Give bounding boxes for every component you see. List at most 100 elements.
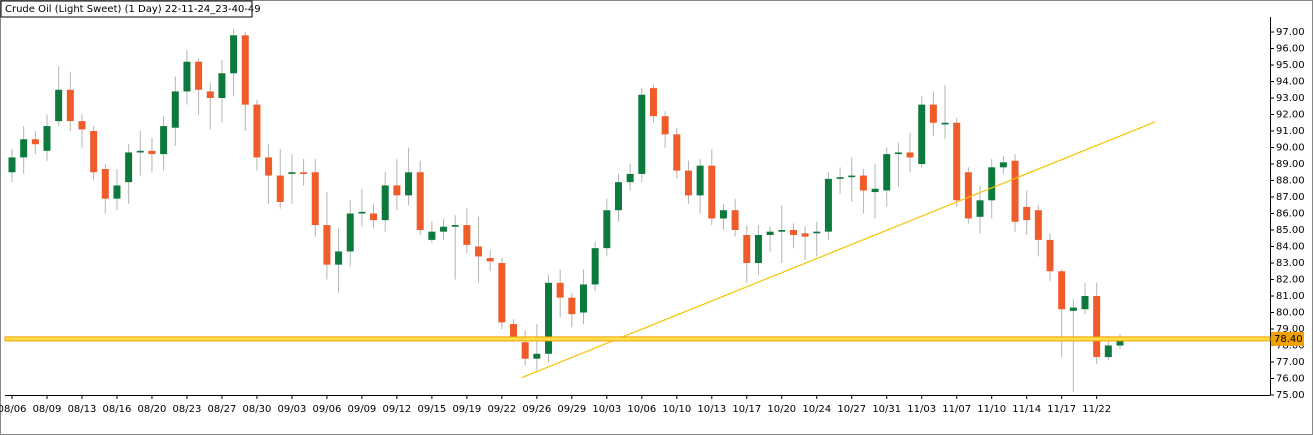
candle-body: [603, 210, 611, 249]
candle-body: [568, 297, 576, 315]
candle-body: [311, 172, 319, 226]
candle-body: [976, 200, 984, 217]
price-label: 78.40: [1274, 334, 1303, 345]
candle-body: [696, 165, 704, 196]
y-tick-label: 78.00: [1276, 341, 1305, 352]
candle-body: [160, 126, 168, 155]
candle-body: [824, 178, 832, 232]
candle-body: [43, 126, 51, 151]
x-tick-label: 08/09: [33, 404, 62, 415]
candle-body: [533, 353, 541, 359]
candle-body: [55, 89, 63, 122]
y-tick-label: 79.00: [1276, 324, 1305, 335]
y-tick-label: 85.00: [1276, 225, 1305, 236]
x-tick-label: 08/13: [68, 404, 97, 415]
candle-body: [20, 139, 28, 158]
candle-body: [370, 213, 378, 221]
candle-body: [918, 104, 926, 165]
candle-body: [999, 162, 1007, 168]
candle-body: [813, 231, 821, 234]
candle-body: [1081, 296, 1089, 310]
candle-body: [241, 35, 249, 105]
candle-body: [136, 150, 144, 153]
candle-body: [8, 157, 16, 173]
candle-body: [661, 116, 669, 135]
candle-body: [1046, 239, 1054, 272]
candle-body: [754, 234, 762, 264]
x-tick-label: 11/17: [1047, 404, 1076, 415]
candle-body: [859, 175, 867, 191]
candle-body: [428, 231, 436, 240]
candle-body: [848, 175, 856, 178]
y-tick-label: 80.00: [1276, 308, 1305, 319]
x-tick-label: 10/03: [592, 404, 621, 415]
x-tick-label: 08/20: [138, 404, 167, 415]
x-tick-label: 09/03: [278, 404, 307, 415]
candle-body: [335, 251, 343, 265]
x-tick-label: 10/31: [872, 404, 901, 415]
candle-body: [778, 230, 786, 232]
x-tick-label: 10/13: [697, 404, 726, 415]
candle-body: [90, 131, 98, 173]
candle-body: [941, 122, 949, 125]
candle-body: [358, 211, 366, 214]
candle-body: [510, 324, 518, 339]
chart-title: Crude Oil (Light Sweet) (1 Day) 22-11-24…: [5, 4, 261, 15]
candle-body: [148, 150, 156, 155]
x-tick-label: 09/06: [312, 404, 341, 415]
y-tick-label: 88.00: [1276, 176, 1305, 187]
candle-body: [614, 182, 622, 211]
candle-body: [1093, 296, 1101, 358]
candle-body: [626, 173, 634, 183]
x-tick-label: 11/10: [977, 404, 1006, 415]
candle-body: [591, 248, 599, 285]
candle-body: [66, 89, 74, 122]
price-label-box: [1271, 331, 1304, 346]
y-tick-label: 91.00: [1276, 126, 1305, 137]
x-tick-label: 08/06: [0, 404, 26, 415]
y-tick-label: 96.00: [1276, 44, 1305, 55]
title-box: [0, 0, 253, 18]
candle-body: [836, 177, 844, 179]
y-tick-label: 81.00: [1276, 291, 1305, 302]
x-tick-label: 10/27: [837, 404, 866, 415]
candle-body: [871, 188, 879, 193]
candle-body: [545, 282, 553, 354]
candle-body: [1058, 271, 1066, 310]
candle-body: [78, 121, 86, 130]
x-tick-label: 09/19: [452, 404, 481, 415]
candle-body: [521, 342, 529, 359]
candle-body: [649, 88, 657, 117]
x-tick-label: 11/03: [907, 404, 936, 415]
candle-body: [684, 170, 692, 196]
y-tick-label: 95.00: [1276, 60, 1305, 71]
x-tick-label: 10/20: [767, 404, 796, 415]
candle-body: [801, 233, 809, 237]
candle-body: [579, 284, 587, 313]
candle-body: [183, 61, 191, 92]
candle-body: [1069, 307, 1077, 311]
candle-body: [638, 94, 646, 174]
y-tick-label: 92.00: [1276, 110, 1305, 121]
candle-body: [451, 225, 459, 227]
candle-body: [265, 157, 273, 176]
candle-body: [253, 104, 261, 158]
candle-body: [906, 152, 914, 158]
candle-body: [556, 282, 564, 298]
y-tick-label: 93.00: [1276, 93, 1305, 104]
candle-body: [486, 258, 494, 262]
x-tick-label: 10/10: [662, 404, 691, 415]
candle-body: [743, 234, 751, 264]
candle-body: [405, 172, 413, 196]
candle-body: [300, 172, 308, 174]
x-tick-label: 10/24: [802, 404, 831, 415]
candle-body: [323, 225, 331, 265]
candle-body: [731, 210, 739, 231]
candle-body: [1116, 338, 1124, 346]
x-tick-label: 09/12: [382, 404, 411, 415]
y-tick-label: 82.00: [1276, 275, 1305, 286]
candle-body: [416, 172, 424, 231]
x-tick-label: 10/06: [627, 404, 656, 415]
